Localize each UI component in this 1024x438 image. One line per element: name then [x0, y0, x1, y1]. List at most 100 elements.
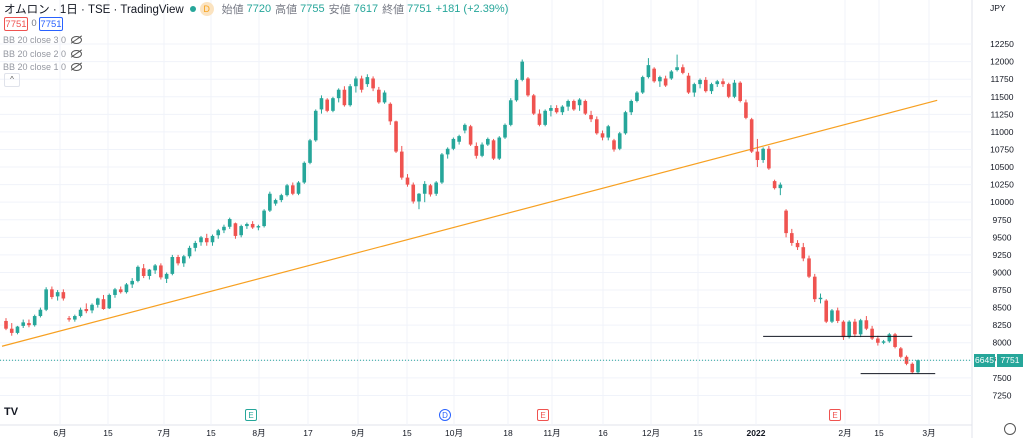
candle — [405, 174, 410, 187]
close-value: 7751 — [407, 3, 432, 15]
candle-body — [514, 79, 519, 101]
indicator-row-2[interactable]: BB 20 close 2 0 — [3, 49, 83, 59]
candle — [623, 110, 628, 135]
candle-body — [531, 95, 536, 114]
candle — [233, 222, 238, 239]
candle — [526, 77, 530, 97]
candle — [273, 198, 278, 206]
candle-body — [216, 230, 221, 236]
indicator-label: BB 20 close 2 0 — [3, 49, 67, 59]
tradingview-logo[interactable]: TV — [4, 406, 19, 418]
candle-body — [336, 89, 341, 99]
collapse-indicators-button[interactable]: ^ — [4, 73, 20, 87]
data-badge[interactable]: D — [199, 2, 214, 16]
candle-body — [113, 289, 117, 295]
candle-body — [801, 247, 806, 259]
candle — [594, 116, 599, 135]
hidden-eye-icon[interactable] — [71, 36, 83, 44]
candle — [4, 318, 8, 331]
candle-body — [296, 182, 301, 194]
candle-body — [486, 138, 490, 145]
candle — [101, 294, 106, 310]
candle — [709, 82, 714, 94]
candle — [738, 81, 742, 103]
candle-body — [858, 320, 863, 335]
price-tick-label: 9000 — [993, 267, 1012, 277]
candle — [67, 316, 71, 322]
time-axis[interactable]: 6月 15 7月 15 8月 17 9月 15 10月 18 11月 16 12月 15 2022 2月 15 3… — [53, 428, 935, 438]
settings-gear-icon[interactable] — [1004, 423, 1016, 435]
candle-body — [612, 140, 616, 150]
earnings-event-marker[interactable]: E — [829, 409, 841, 421]
candle — [84, 303, 89, 314]
candle-body — [141, 268, 146, 276]
candle-body — [623, 112, 628, 134]
high-value: 7755 — [300, 3, 325, 15]
price-axis[interactable]: 7250750077508000825085008750900092509500… — [990, 39, 1014, 400]
dividend-event-marker[interactable]: D — [439, 409, 451, 421]
time-tick-label: 8月 — [252, 428, 265, 438]
candle-body — [239, 226, 243, 236]
candle — [32, 314, 37, 327]
indicator-row-3[interactable]: BB 20 close 1 0 — [3, 62, 83, 72]
candle-body — [428, 185, 433, 195]
candle-body — [480, 144, 484, 156]
hidden-eye-icon[interactable] — [71, 63, 83, 71]
time-tick-label: 17 — [303, 428, 313, 438]
candle-body — [594, 119, 599, 134]
price-tick-label: 11000 — [990, 127, 1013, 137]
candle — [910, 362, 915, 374]
candle-body — [600, 133, 605, 138]
candle — [308, 138, 312, 165]
candle-body — [577, 99, 582, 106]
earnings-event-marker[interactable]: E — [245, 409, 257, 421]
candle — [90, 303, 94, 314]
candle-body — [73, 316, 77, 320]
last-price-tag: 7751 — [996, 354, 1023, 368]
open-label: 始値 — [221, 4, 244, 16]
candle — [245, 222, 249, 229]
earnings-event-marker[interactable]: E — [537, 409, 549, 421]
currency-label[interactable]: JPY — [990, 3, 1006, 13]
candle — [520, 59, 525, 82]
candle — [600, 130, 605, 141]
sell-price-box[interactable]: 7751 — [4, 17, 28, 31]
candle-body — [417, 193, 421, 202]
candle-body — [629, 100, 634, 113]
candle — [640, 75, 645, 94]
time-tick-label: 3月 — [922, 428, 935, 438]
candle — [164, 272, 169, 284]
candle-body — [67, 318, 71, 320]
price-tick-label: 11250 — [990, 109, 1013, 119]
candle-body — [675, 67, 679, 71]
indicator-row-1[interactable]: BB 20 close 3 0 — [3, 35, 83, 45]
candle-body — [61, 292, 66, 299]
candle — [348, 84, 352, 107]
price-tick-label: 10000 — [990, 197, 1014, 207]
candle — [830, 309, 834, 324]
buy-price-box[interactable]: 7751 — [39, 17, 63, 31]
candle-body — [468, 126, 473, 145]
hidden-eye-icon[interactable] — [71, 50, 83, 58]
candle — [772, 179, 777, 190]
candle-body — [617, 133, 622, 149]
symbol-title[interactable]: オムロン · 1日 · TSE · TradingView — [4, 4, 184, 16]
candle — [78, 307, 83, 318]
candle — [399, 145, 404, 180]
candle — [887, 332, 892, 343]
candle-body — [187, 247, 192, 257]
candle-body — [365, 77, 370, 85]
candle-body — [285, 185, 289, 196]
close-label: 終値 — [382, 4, 405, 16]
candle-body — [268, 193, 272, 211]
candle — [159, 263, 163, 280]
candle — [572, 99, 576, 111]
candle — [331, 96, 335, 113]
time-tick-label: 18 — [503, 428, 513, 438]
candle — [554, 105, 559, 114]
candle — [761, 147, 765, 163]
candle-body — [319, 98, 324, 110]
candle-body — [841, 321, 846, 338]
price-tick-label: 8500 — [993, 303, 1012, 313]
